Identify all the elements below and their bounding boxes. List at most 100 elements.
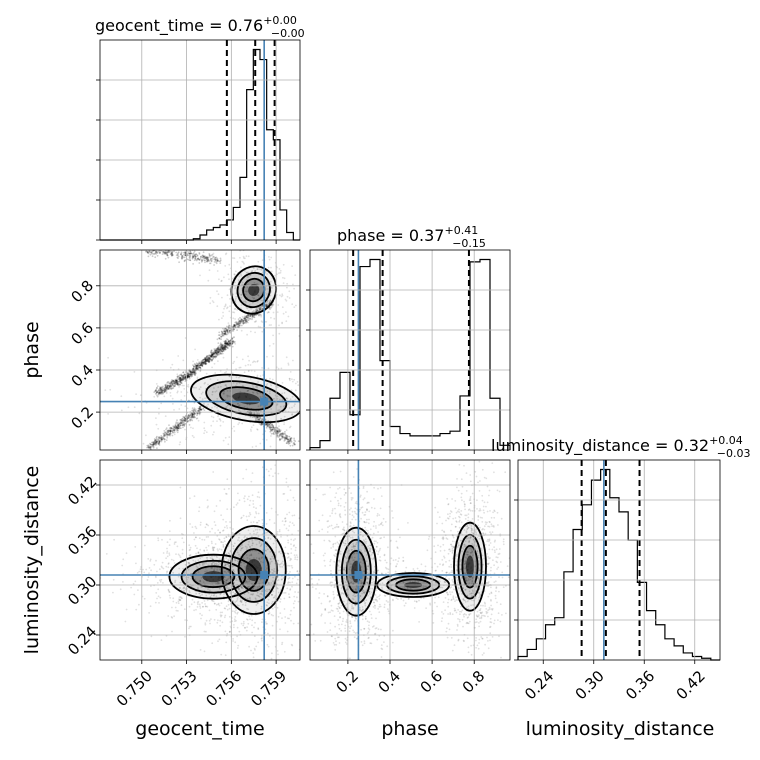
sample-point [248, 580, 251, 583]
sample-point [170, 381, 173, 384]
sample-point [258, 596, 261, 598]
sample-point [176, 427, 179, 429]
sample-point [254, 649, 256, 651]
sample-point [200, 255, 202, 258]
sample-point [258, 557, 260, 560]
sample-point [284, 437, 287, 440]
sample-point [240, 304, 243, 306]
sample-point [211, 572, 213, 575]
sample-point [235, 397, 237, 400]
sample-point [224, 333, 227, 336]
sample-point [273, 568, 276, 570]
sample-point [195, 592, 198, 595]
sample-point [194, 257, 197, 260]
sample-point [283, 392, 286, 394]
sample-point [268, 423, 271, 425]
sample-point [249, 314, 252, 317]
sample-point [265, 512, 268, 514]
sample-point [163, 388, 166, 390]
sample-point [249, 593, 252, 596]
sample-point [214, 351, 217, 354]
sample-point [268, 301, 271, 304]
sample-point [225, 386, 228, 388]
sample-point [154, 442, 157, 444]
sample-point [261, 367, 263, 369]
sample-point [258, 582, 261, 585]
sample-point [283, 423, 285, 426]
sample-point [214, 524, 217, 527]
sample-point [192, 371, 195, 374]
sample-point [271, 428, 274, 430]
sample-point [198, 362, 201, 365]
sample-point [220, 280, 223, 282]
sample-point [238, 323, 241, 325]
sample-point [198, 253, 201, 255]
sample-point [219, 562, 222, 565]
sample-point [249, 364, 252, 366]
sample-point [281, 617, 283, 619]
sample-point [289, 371, 292, 373]
sample-point [161, 561, 164, 564]
sample-point [399, 536, 401, 539]
sample-point [337, 569, 340, 572]
sample-point [217, 415, 219, 418]
sample-point [264, 305, 267, 307]
sample-point [210, 355, 212, 357]
sample-point [217, 348, 220, 351]
sample-point [158, 443, 160, 445]
sample-point [210, 355, 213, 358]
sample-point [279, 269, 282, 272]
sample-point [167, 431, 170, 433]
sample-point [198, 410, 201, 413]
sample-point [332, 642, 335, 644]
sample-point [289, 379, 291, 382]
sample-point [211, 391, 214, 393]
sample-point [245, 322, 248, 324]
sample-point [266, 273, 268, 275]
sample-point [233, 311, 236, 314]
sample-point [348, 602, 351, 605]
sample-point [225, 345, 228, 348]
sample-point [259, 308, 261, 311]
sample-point [225, 521, 227, 523]
sample-point [168, 544, 171, 546]
sample-point [213, 618, 216, 621]
sample-point [191, 371, 193, 374]
sample-point [204, 360, 206, 363]
sample-point [260, 560, 262, 563]
sample-point [223, 346, 226, 349]
sample-point [228, 375, 231, 378]
sample-point [280, 435, 283, 437]
sample-point [207, 359, 210, 361]
sample-point [257, 602, 259, 605]
sample-point [213, 546, 215, 549]
sample-point [178, 380, 180, 383]
sample-point [225, 572, 228, 574]
sample-point [289, 571, 291, 573]
sample-point [268, 258, 271, 261]
sample-point [206, 360, 209, 363]
sample-point [205, 360, 207, 363]
sample-point [165, 439, 168, 441]
sample-point [138, 603, 140, 606]
sample-point [272, 475, 274, 478]
sample-point [212, 252, 215, 255]
sample-point [279, 598, 282, 600]
sample-point [195, 536, 197, 539]
sample-point [165, 432, 168, 435]
sample-point [186, 372, 189, 375]
sample-point [180, 604, 183, 607]
sample-point [163, 435, 166, 438]
sample-point [265, 384, 268, 386]
sample-point [270, 602, 273, 605]
sample-point [156, 442, 158, 445]
sample-point [252, 503, 255, 505]
sample-point [284, 434, 287, 436]
sample-point [296, 410, 299, 413]
sample-point [258, 308, 261, 311]
sample-point [256, 416, 259, 419]
sample-point [218, 638, 221, 641]
sample-point [297, 529, 300, 532]
sample-point [283, 415, 286, 418]
sample-point [158, 441, 161, 443]
